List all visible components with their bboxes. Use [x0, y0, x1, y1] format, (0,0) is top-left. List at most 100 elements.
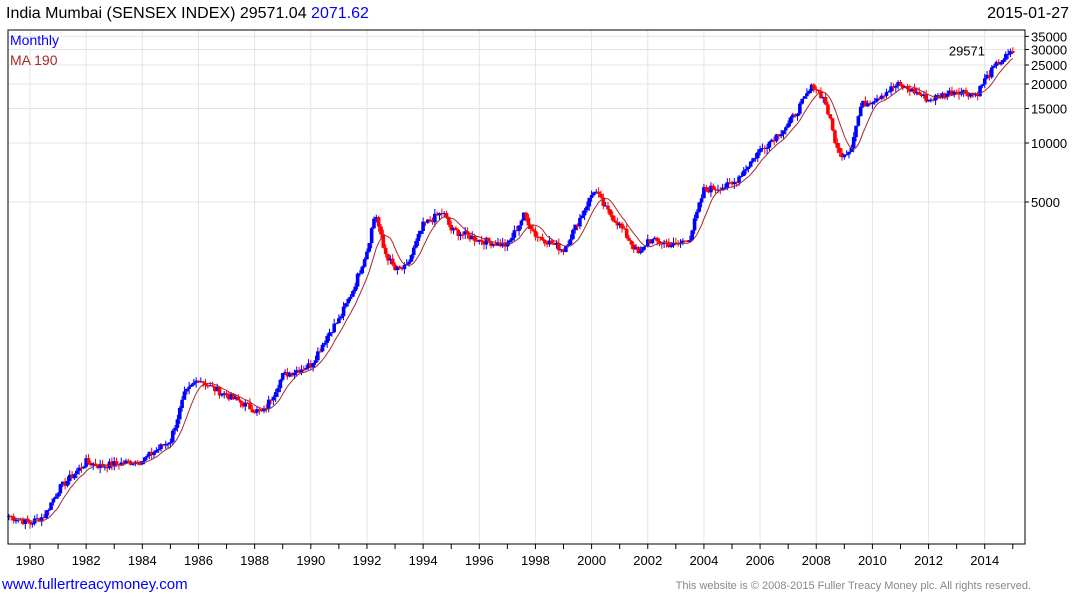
candle-body	[564, 246, 568, 252]
chart-date: 2015-01-27	[987, 5, 1069, 22]
candle-body	[458, 234, 463, 236]
candle-body	[51, 498, 56, 503]
candle-body	[229, 393, 234, 400]
candle-body	[664, 242, 669, 244]
candle-body	[669, 245, 673, 247]
candle-body	[234, 397, 238, 400]
candle-body	[910, 88, 914, 92]
candle-body	[484, 237, 489, 245]
candle-body	[126, 460, 131, 462]
candle-body	[386, 254, 390, 261]
candle-body	[44, 510, 49, 519]
candle-body	[255, 409, 259, 413]
candle-body	[568, 239, 573, 245]
candle-body	[760, 148, 765, 150]
candle-body	[854, 125, 858, 137]
candle-body	[521, 212, 526, 221]
candles	[7, 47, 1015, 530]
candle-body	[320, 344, 325, 352]
y-tick-label: 35000	[1031, 29, 1067, 44]
candle-body	[716, 189, 720, 191]
candle-body	[645, 239, 650, 246]
candle-body	[210, 385, 215, 387]
candle-body	[510, 237, 514, 241]
candle-body	[730, 183, 734, 185]
candle-body	[63, 481, 67, 486]
candle-body	[711, 185, 716, 190]
candle-body	[224, 393, 229, 396]
candle-body	[313, 360, 318, 364]
candle-body	[545, 243, 549, 245]
candle-body	[636, 247, 641, 254]
candle-body	[449, 224, 453, 231]
candle-body	[674, 242, 678, 244]
candle-body	[397, 266, 402, 268]
candle-body	[337, 318, 341, 324]
candle-body	[245, 402, 250, 404]
candle-body	[582, 210, 587, 216]
candle-body	[856, 116, 861, 126]
candle-body	[454, 227, 458, 230]
candle-body	[774, 134, 779, 142]
candle-body	[290, 372, 294, 376]
candle-body	[550, 240, 554, 244]
candle-body	[344, 303, 348, 307]
candle-body	[372, 218, 376, 229]
candle-body	[844, 154, 849, 156]
candle-body	[872, 101, 877, 103]
copyright-text: This website is © 2008-2015 Fuller Treac…	[675, 580, 1031, 592]
candle-body	[23, 518, 28, 524]
candle-body	[163, 443, 168, 446]
candle-body	[390, 258, 395, 265]
candle-body	[421, 221, 425, 231]
candle-body	[491, 243, 496, 246]
candle-body	[589, 195, 594, 198]
candle-body	[823, 96, 828, 105]
candle-body	[358, 273, 362, 275]
candle-body	[280, 373, 285, 380]
candle-body	[227, 395, 231, 400]
candle-body	[114, 461, 119, 465]
candle-body	[772, 139, 776, 142]
candle-body	[311, 363, 315, 368]
candle-body	[299, 369, 304, 373]
candle-body	[96, 465, 100, 468]
candle-body	[791, 114, 795, 118]
candle-body	[788, 117, 793, 124]
candle-body	[70, 474, 74, 479]
candle-body	[952, 91, 957, 96]
website-link[interactable]: www.fullertreacymoney.com	[2, 576, 188, 593]
candle-body	[889, 86, 893, 92]
candle-body	[868, 103, 872, 105]
candle-body	[884, 92, 889, 96]
candle-body	[159, 444, 163, 450]
candle-body	[67, 474, 72, 481]
candle-body	[325, 336, 329, 343]
candle-body	[177, 407, 182, 420]
candle-body	[479, 239, 484, 242]
candle-body	[119, 462, 124, 466]
candle-body	[638, 250, 643, 254]
candle-body	[194, 380, 198, 383]
candle-body	[393, 264, 397, 270]
candle-body	[917, 92, 921, 95]
candle-body	[53, 496, 58, 499]
candle-body	[379, 226, 383, 235]
candle-body	[704, 187, 709, 191]
candle-body	[217, 387, 222, 396]
candle-body	[440, 212, 444, 214]
candle-body	[56, 493, 60, 497]
candle-body	[498, 242, 503, 247]
candle-body	[414, 240, 418, 248]
candle-body	[252, 412, 257, 414]
candle-body	[954, 91, 959, 93]
x-tick-label: 2012	[914, 553, 943, 568]
candle-body	[968, 93, 973, 97]
candle-body	[145, 455, 149, 458]
candle-body	[426, 219, 430, 223]
candle-body	[622, 228, 627, 230]
candle-body	[514, 230, 519, 232]
candle-body	[901, 84, 905, 88]
